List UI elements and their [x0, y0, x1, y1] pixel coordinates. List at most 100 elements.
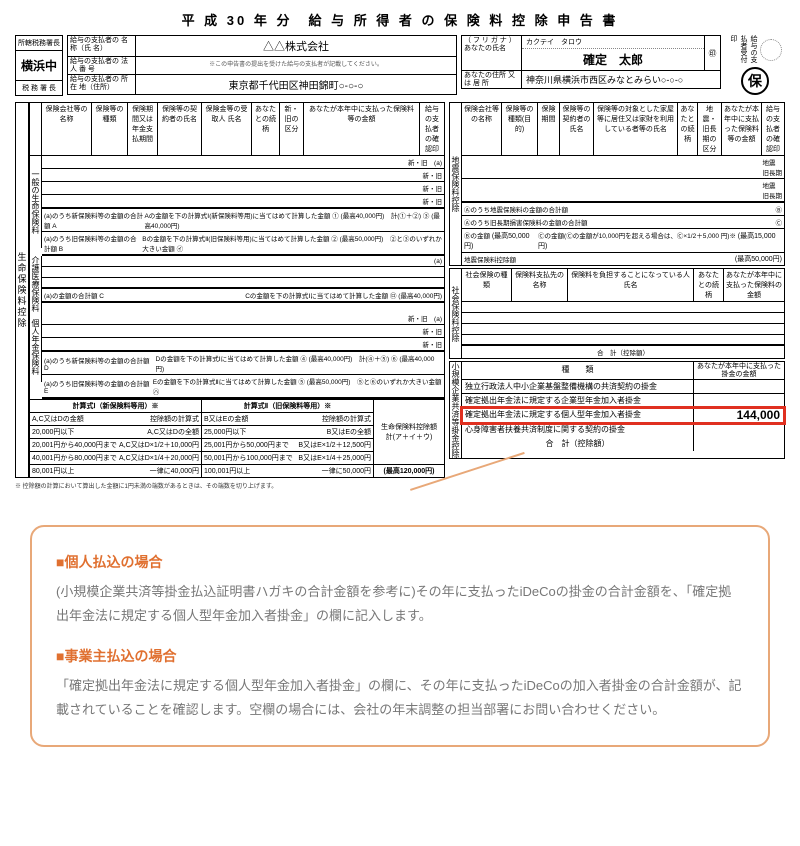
lh3: 保険等の契約者の氏名 — [158, 103, 202, 155]
tax-office-box: 所轄税務署長 横浜中 税 務 署 長 — [15, 35, 63, 96]
sh3: あなたとの続柄 — [694, 269, 724, 301]
social-row — [462, 324, 784, 335]
f1r1: 20,001円から40,000円までA,C又はD×1/2＋10,000円 — [30, 439, 201, 452]
pen-row: 新・旧 (a) — [42, 312, 444, 325]
small-row-label: 心身障害者扶養共済制度に関する契約の掛金 — [462, 423, 694, 437]
qh4: 保険等の対象とした家屋等に居住又は家財を利用している者等の氏名 — [594, 103, 678, 155]
quake-sumA: Ⓐのうち地震保険料の金額の合計額Ⓑ — [462, 203, 784, 216]
care-row — [42, 267, 444, 278]
f2r2: 50,001円から100,000円までB又はE×1/4＋25,000円 — [202, 452, 373, 465]
callout-p1: (小規模企業共済等掛金払込証明書ハガキの合計金額を参考に)その年に支払ったiDe… — [56, 580, 744, 629]
qh3: 保険等の契約者の氏名 — [560, 103, 594, 155]
form-title: 平 成 30 年 分 給 与 所 得 者 の 保 険 料 控 除 申 告 書 — [15, 10, 785, 29]
quake-row: 地震旧長期 — [462, 179, 784, 203]
life-total-max: (最高120,000円) — [374, 465, 444, 477]
payer-addr: 東京都千代田区神田錦町○-○-○ — [136, 75, 456, 94]
sh1: 保険料支払先の名称 — [512, 269, 568, 301]
you-furigana: カクテイ タロウ — [522, 36, 704, 49]
payer-addr-label: 給与の支払者の 所 在 地（住所） — [68, 75, 136, 94]
sh4: あなたが本年中に支払った保険料の金額 — [724, 269, 784, 301]
you-name-label: （ フ リ ガ ナ ） あなたの氏名 — [462, 36, 522, 70]
payer-num-label: 給与の支払者の 法 人 番 号 — [68, 57, 136, 74]
gen-A: (a)のうち新保険料等の金額の合計額 AAの金額を下の計算式Ⅰ(新保険料等用)に… — [42, 209, 444, 232]
quake-sumB: Ⓐのうち旧長期損害保険料の金額の合計額Ⓒ — [462, 216, 784, 229]
lh0: 保険会社等の名称 — [42, 103, 92, 155]
pen-D: (a)のうち新保険料等の金額の合計額 DDの金額を下の計算式Ⅰに当てはめて計算し… — [42, 352, 444, 375]
form-footnote: ※ 控除額の計算において算出した金額に1円未満の端数があるときは、その端数を切り… — [15, 481, 785, 490]
care-C: (a)の金額の合計額 CCの金額を下の計算式Ⅰに当てはめて計算した金額 ㋺ (最… — [42, 289, 444, 303]
small-head-l: 種 類 — [462, 362, 694, 379]
small-head-r: あなたが本年中に支払った掛金の金額 — [694, 362, 784, 379]
small-vlabel: 小規模企業共済等掛金控除 — [450, 362, 462, 458]
gen-B: (a)のうち旧保険料等の金額の合計額 BBの金額を下の計算式Ⅱ(旧保険料等用)に… — [42, 232, 444, 256]
payer-name-label: 給与の支払者の 名 称（氏 名） — [68, 36, 136, 56]
seal-area: 給与の支払者受付印 保 — [725, 35, 785, 95]
payer-name: △△株式会社 — [136, 36, 456, 56]
gen-row: 新・旧 (a) — [42, 156, 444, 169]
f2-head: B又はEの金額控除額の計算式 — [202, 413, 373, 426]
tax-office-bottom: 税 務 署 長 — [16, 80, 62, 95]
you-name: 確定 太郎 — [522, 49, 704, 70]
small-row-label: 確定拠出年金法に規定する個人型年金加入者掛金 — [462, 408, 694, 422]
gen-row: 新・旧 — [42, 169, 444, 182]
small-total-val — [694, 437, 784, 451]
life-vlabel: 生命保険料控除 — [15, 102, 29, 478]
lh5: あなたとの続柄 — [252, 103, 280, 155]
small-row-value — [694, 423, 784, 437]
insurance-deduction-form: 平 成 30 年 分 給 与 所 得 者 の 保 険 料 控 除 申 告 書 所… — [0, 0, 800, 495]
qh7: あなたが本年中に支払った保険料等の金額 — [722, 103, 762, 155]
qh6: 地震・旧長期の区分 — [698, 103, 722, 155]
pension-vlabel: 個人年金保険料 — [30, 312, 42, 382]
f1r2: 40,001円から80,000円までA,C又はD×1/4＋20,000円 — [30, 452, 201, 465]
social-section: 社会保険料控除 社会保険の種類 保険料支払先の名称 保険料を負担することになって… — [449, 268, 785, 359]
qh1: 保険等の種類(目的) — [502, 103, 538, 155]
callout-p2: 「確定拠出年金法に規定する個人型年金加入者掛金」の欄に、その年に支払ったiDeC… — [56, 674, 744, 723]
care-vlabel: 介護医療保険料 — [30, 256, 42, 312]
sh0: 社会保険の種類 — [462, 269, 512, 301]
pen-row: 新・旧 — [42, 338, 444, 352]
small-row: 確定拠出年金法に規定する個人型年金加入者掛金144,000 — [462, 408, 784, 423]
small-row-label: 独立行政法人中小企業基盤整備機構の共済契約の掛金 — [462, 380, 694, 393]
you-addr-label: あなたの住所 又 は 居 所 — [462, 71, 522, 88]
small-head: 種 類 あなたが本年中に支払った掛金の金額 — [462, 362, 784, 380]
small-row: 独立行政法人中小企業基盤整備機構の共済契約の掛金 — [462, 380, 784, 394]
lh2: 保険期間又は年金支払期間 — [128, 103, 158, 155]
f1r0: 20,000円以下A,C又はDの全額 — [30, 426, 201, 439]
social-row — [462, 335, 784, 346]
care-row — [42, 278, 444, 289]
gen-row: 新・旧 — [42, 195, 444, 209]
social-row — [462, 313, 784, 324]
f2r1: 25,001円から50,000円までB又はE×1/2＋12,500円 — [202, 439, 373, 452]
ho-mark: 保 — [741, 67, 769, 95]
general-vlabel: 一般の生命保険料 — [30, 156, 42, 248]
quake-vlabel: 地震保険料控除 — [450, 103, 462, 265]
f1-title: 計算式Ⅰ（新保険料等用）※ — [30, 400, 201, 413]
life-insurance-section: 生命保険料控除 保険会社等の名称 保険等の種類 保険期間又は年金支払期間 保険等… — [15, 102, 445, 478]
sh2: 保険料を負担することになっている人 氏名 — [568, 269, 694, 301]
lh6: 新・旧の区分 — [280, 103, 304, 155]
qh2: 保険期間 — [538, 103, 560, 155]
lh1: 保険等の種類 — [92, 103, 128, 155]
quake-header: 保険会社等の名称 保険等の種類(目的) 保険期間 保険等の契約者の氏名 保険等の… — [462, 103, 784, 156]
payer-box: 給与の支払者の 名 称（氏 名） △△株式会社 給与の支払者の 法 人 番 号 … — [67, 35, 457, 95]
pen-E: (a)のうち旧保険料等の金額の合計額 EEの金額を下の計算式Ⅱに当てはめて計算し… — [42, 375, 444, 399]
tax-office-name: 横浜中 — [16, 51, 62, 80]
social-header: 社会保険の種類 保険料支払先の名称 保険料を負担することになっている人 氏名 あ… — [462, 269, 784, 302]
small-row-value — [694, 394, 784, 407]
seal-mark: ㊞ — [704, 36, 720, 70]
lh4: 保険金等の受取人 氏名 — [202, 103, 252, 155]
callout-h2: ■事業主払込の場合 — [56, 643, 744, 670]
header-row: 所轄税務署長 横浜中 税 務 署 長 給与の支払者の 名 称（氏 名） △△株式… — [15, 35, 785, 96]
quake-total: 地震保険料控除額(最高50,000円) — [462, 253, 784, 265]
small-row-value: 144,000 — [694, 408, 784, 422]
furigana-label: （ フ リ ガ ナ ） — [464, 37, 519, 45]
life-total-label: 生命保険料控除額 計(ア＋イ＋ウ) — [374, 400, 444, 465]
callout-wrap: ■個人払込の場合 (小規模企業共済等掛金払込証明書ハガキの合計金額を参考に)その… — [0, 495, 800, 767]
small-row-label: 確定拠出年金法に規定する企業型年金加入者掛金 — [462, 394, 694, 407]
formula-tables: 計算式Ⅰ（新保険料等用）※ A,C又はDの金額控除額の計算式 20,000円以下… — [30, 399, 444, 477]
lh7: あなたが本年中に支払った保険料等の金額 — [304, 103, 420, 155]
social-total: 合 計（控除額） — [462, 346, 784, 358]
qh0: 保険会社等の名称 — [462, 103, 502, 155]
body-grid: 生命保険料控除 保険会社等の名称 保険等の種類 保険期間又は年金支払期間 保険等… — [15, 102, 785, 478]
f2-title: 計算式Ⅱ（旧保険料等用）※ — [202, 400, 373, 413]
